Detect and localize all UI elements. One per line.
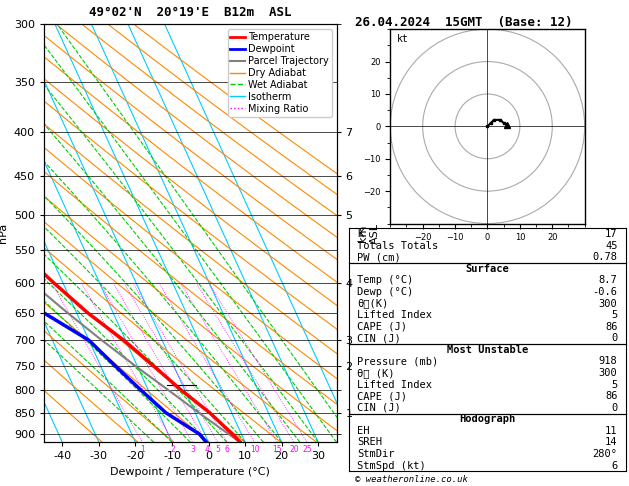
Title: 49°02'N  20°19'E  B12m  ASL: 49°02'N 20°19'E B12m ASL — [89, 6, 291, 19]
Text: 6: 6 — [611, 461, 618, 470]
Text: 14: 14 — [605, 437, 618, 448]
Text: 86: 86 — [605, 322, 618, 332]
Text: CAPE (J): CAPE (J) — [357, 322, 408, 332]
Text: CIN (J): CIN (J) — [357, 403, 401, 413]
Text: θᴄ (K): θᴄ (K) — [357, 368, 395, 378]
Text: CAPE (J): CAPE (J) — [357, 391, 408, 401]
Y-axis label: km
ASL: km ASL — [359, 223, 380, 244]
Text: StmDir: StmDir — [357, 449, 395, 459]
Y-axis label: hPa: hPa — [0, 223, 8, 243]
Text: 0: 0 — [611, 333, 618, 343]
Text: 17: 17 — [605, 229, 618, 239]
Text: 8.7: 8.7 — [599, 276, 618, 285]
Text: 5: 5 — [215, 445, 220, 454]
Text: 10: 10 — [250, 445, 259, 454]
Text: 0.78: 0.78 — [593, 252, 618, 262]
Text: CIN (J): CIN (J) — [357, 333, 401, 343]
Text: Totals Totals: Totals Totals — [357, 241, 438, 251]
Text: StmSpd (kt): StmSpd (kt) — [357, 461, 426, 470]
Text: © weatheronline.co.uk: © weatheronline.co.uk — [355, 474, 468, 484]
Text: Dewp (°C): Dewp (°C) — [357, 287, 414, 297]
X-axis label: Dewpoint / Temperature (°C): Dewpoint / Temperature (°C) — [110, 467, 270, 477]
Text: 280°: 280° — [593, 449, 618, 459]
Bar — [349, 263, 626, 275]
Text: 15: 15 — [272, 445, 282, 454]
Text: 5: 5 — [611, 310, 618, 320]
Text: 2: 2 — [171, 445, 175, 454]
Legend: Temperature, Dewpoint, Parcel Trajectory, Dry Adiabat, Wet Adiabat, Isotherm, Mi: Temperature, Dewpoint, Parcel Trajectory… — [228, 29, 331, 117]
Text: Hodograph: Hodograph — [459, 415, 516, 424]
Text: 300: 300 — [599, 298, 618, 309]
Text: 11: 11 — [605, 426, 618, 436]
Text: 300: 300 — [599, 368, 618, 378]
Text: Surface: Surface — [465, 264, 509, 274]
Text: 86: 86 — [605, 391, 618, 401]
Text: Pressure (mb): Pressure (mb) — [357, 357, 438, 366]
Bar — [349, 344, 626, 356]
Text: kt: kt — [397, 34, 408, 44]
Text: Lifted Index: Lifted Index — [357, 310, 432, 320]
Text: SREH: SREH — [357, 437, 382, 448]
Text: Lifted Index: Lifted Index — [357, 380, 432, 390]
Text: K: K — [357, 229, 364, 239]
Text: 26.04.2024  15GMT  (Base: 12): 26.04.2024 15GMT (Base: 12) — [355, 16, 573, 29]
Text: 6: 6 — [225, 445, 230, 454]
Text: 20: 20 — [289, 445, 299, 454]
Text: EH: EH — [357, 426, 370, 436]
Text: 4: 4 — [204, 445, 209, 454]
Text: 45: 45 — [605, 241, 618, 251]
Text: -0.6: -0.6 — [593, 287, 618, 297]
Text: Most Unstable: Most Unstable — [447, 345, 528, 355]
Text: θᴄ(K): θᴄ(K) — [357, 298, 389, 309]
Bar — [349, 414, 626, 425]
Text: 918: 918 — [599, 357, 618, 366]
Text: 5: 5 — [611, 380, 618, 390]
Text: 25: 25 — [303, 445, 312, 454]
Text: 1: 1 — [140, 445, 145, 454]
Text: Temp (°C): Temp (°C) — [357, 276, 414, 285]
Text: 0: 0 — [611, 403, 618, 413]
Text: PW (cm): PW (cm) — [357, 252, 401, 262]
Text: 3: 3 — [190, 445, 195, 454]
